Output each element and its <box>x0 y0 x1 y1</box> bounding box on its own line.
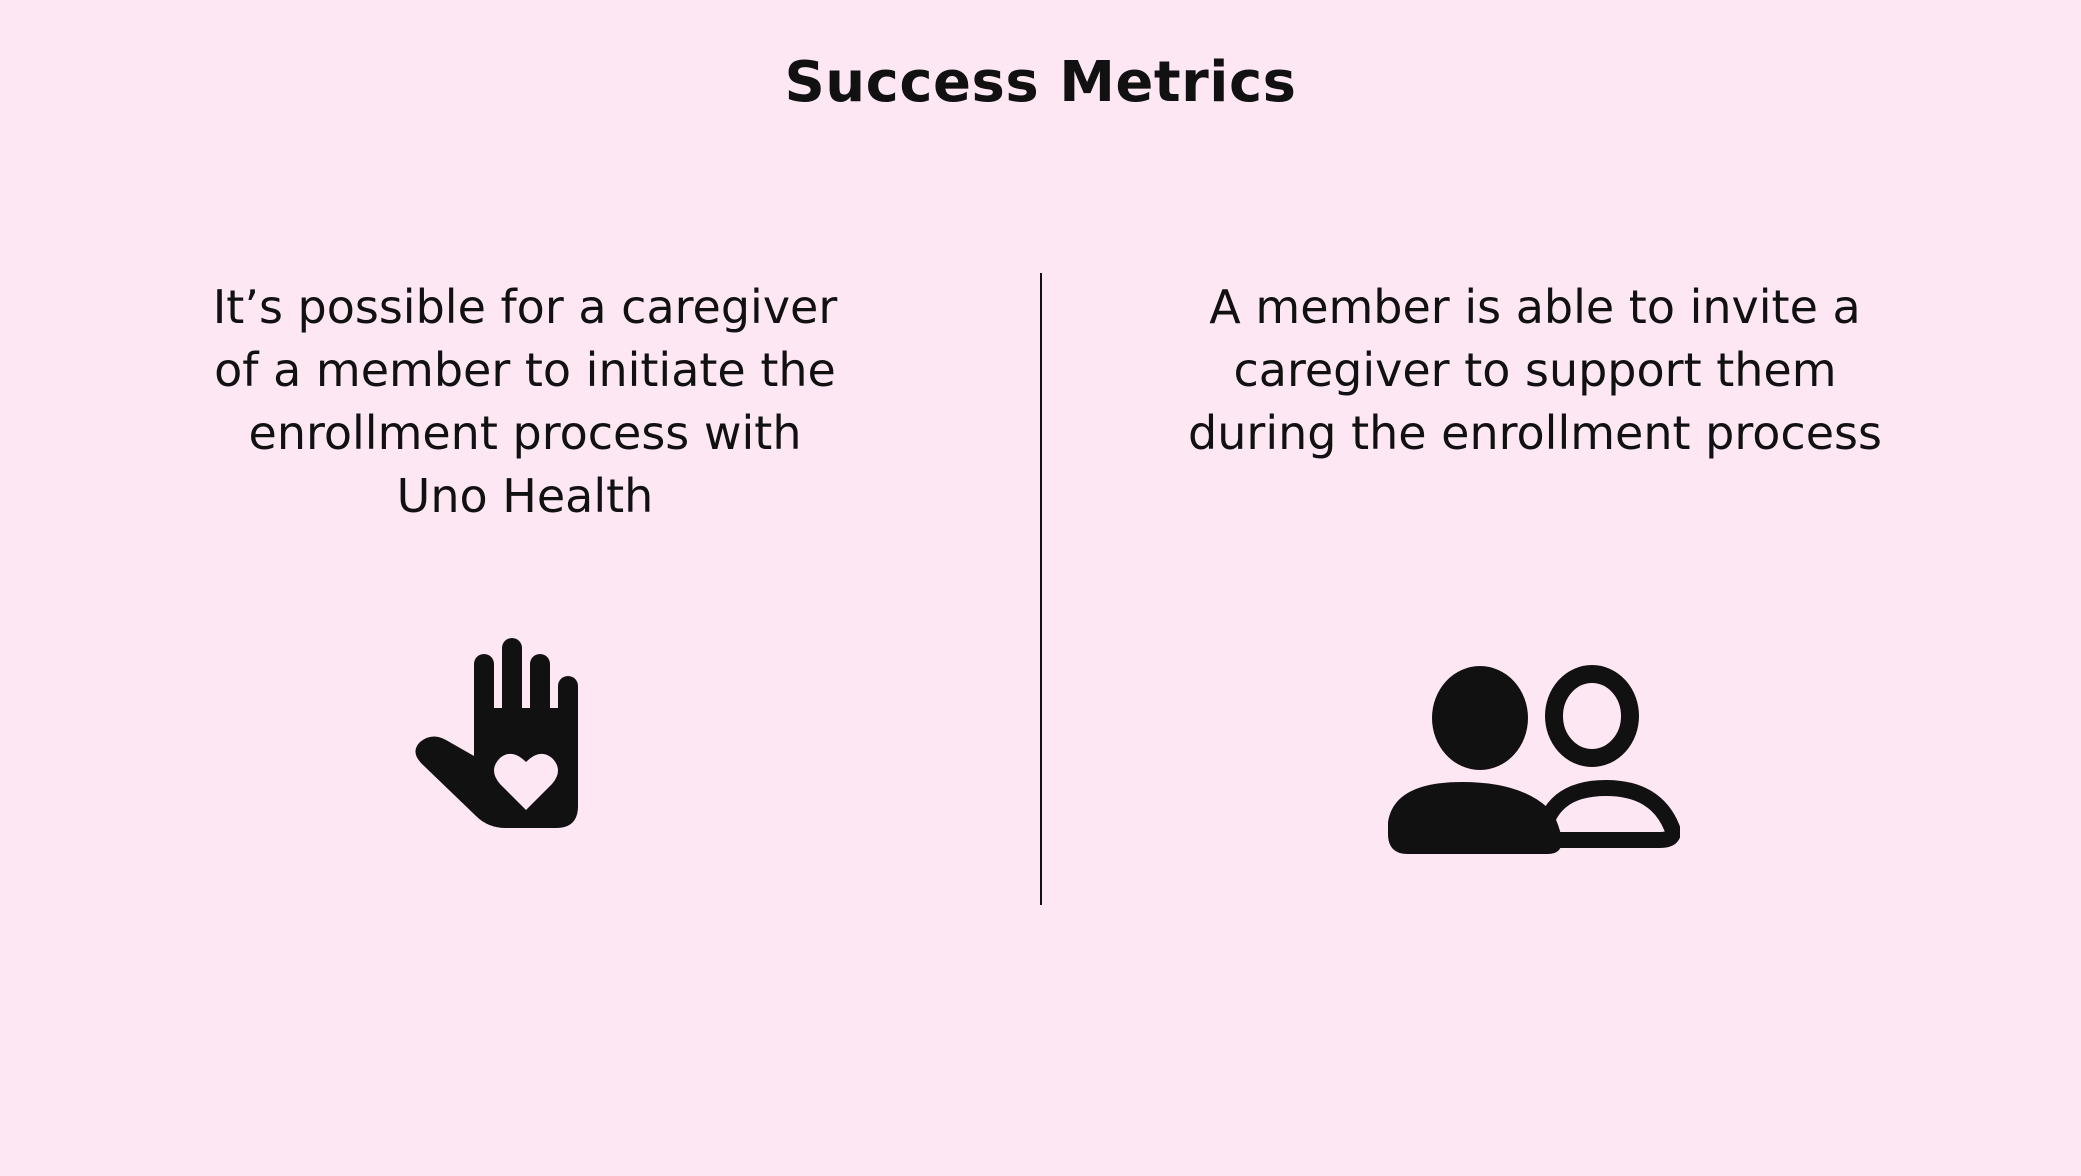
metric-right: A member is able to invite a caregiver t… <box>1155 276 1915 465</box>
hand-heart-icon <box>415 638 578 828</box>
metric-text-right: A member is able to invite a caregiver t… <box>1188 280 1882 460</box>
column-divider <box>1040 273 1042 905</box>
metric-text-left: It’s possible for a caregiver of a membe… <box>212 280 838 523</box>
slide-title: Success Metrics <box>784 50 1297 115</box>
people-icon <box>1388 665 1680 854</box>
metric-left: It’s possible for a caregiver of a membe… <box>145 276 905 528</box>
